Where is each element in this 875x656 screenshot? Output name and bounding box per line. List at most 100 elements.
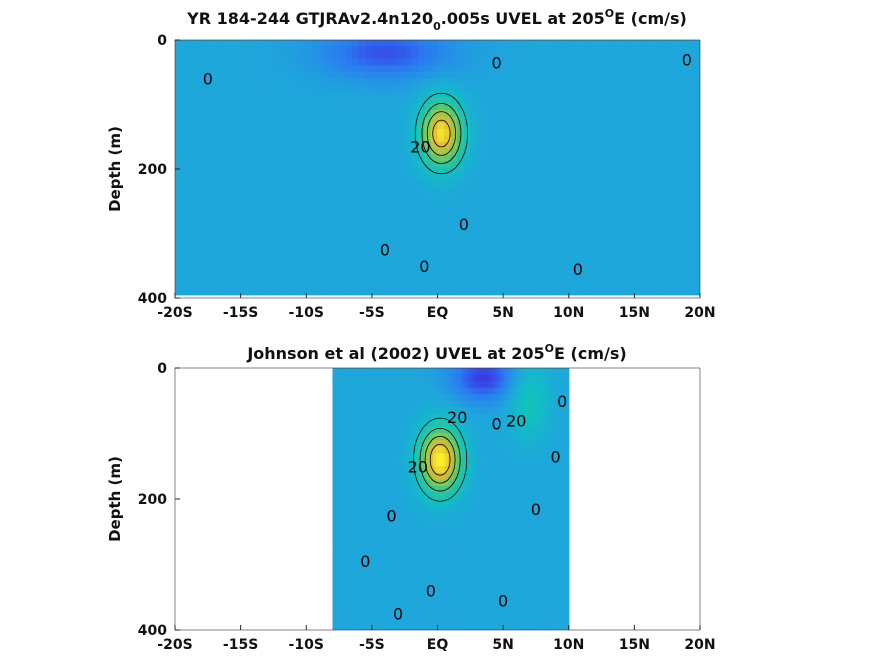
upper-heat-cell [647, 173, 655, 181]
upper-heat-cell [522, 173, 530, 181]
upper-heat-cell [201, 288, 209, 296]
upper-heat-cell [280, 180, 288, 188]
upper-heat-cell [404, 84, 412, 92]
lower-heat-cell [356, 512, 360, 520]
lower-heat-cell [447, 479, 452, 487]
lower-heat-cell [444, 564, 449, 572]
upper-heat-cell [686, 231, 695, 239]
upper-heat-cell [325, 71, 334, 79]
upper-heat-cell [503, 59, 511, 67]
lower-heat-cell [364, 584, 369, 592]
upper-heat-cell [358, 84, 366, 92]
upper-heat-cell [201, 52, 209, 60]
lower-heat-cell [447, 453, 452, 461]
upper-heat-cell [627, 269, 635, 277]
upper-heat-cell [601, 192, 609, 200]
lower-heat-cell [388, 413, 393, 421]
upper-heat-cell [450, 186, 458, 194]
upper-heat-cell [686, 59, 695, 67]
upper-heat-cell [352, 154, 360, 162]
upper-heat-cell [253, 129, 261, 137]
upper-heat-cell [299, 218, 307, 226]
upper-heat-cell [509, 141, 517, 149]
lower-heat-cell [350, 557, 354, 566]
upper-heat-cell [634, 167, 642, 175]
upper-heat-cell [555, 52, 563, 60]
upper-heat-cell [417, 78, 425, 86]
upper-heat-cell [647, 205, 655, 213]
upper-heat-cell [588, 141, 596, 149]
lower-heat-cell [406, 426, 410, 435]
upper-heat-cell [175, 141, 183, 149]
upper-heat-cell [529, 275, 537, 283]
upper-heat-cell [647, 167, 655, 175]
lower-heat-cell [397, 538, 402, 546]
upper-heat-cell [345, 122, 353, 130]
upper-heat-cell [175, 262, 183, 270]
lower-heat-cell [379, 374, 384, 382]
upper-heat-cell [470, 40, 478, 47]
lower-heat-cell [344, 459, 348, 467]
lower-heat-cell [406, 459, 410, 467]
upper-heat-cell [673, 135, 681, 143]
upper-heat-cell [227, 205, 235, 213]
upper-heat-cell [608, 243, 616, 251]
upper-heat-cell [194, 52, 202, 60]
upper-heat-cell [476, 250, 485, 258]
lower-heat-cell [456, 564, 461, 572]
lower-heat-cell [450, 407, 455, 415]
upper-heat-cell [365, 186, 373, 194]
upper-heat-cell [621, 59, 629, 67]
upper-heat-cell [535, 110, 544, 118]
lower-heat-cell [403, 453, 407, 461]
upper-heat-cell [240, 218, 248, 226]
upper-heat-cell [398, 52, 406, 60]
upper-heat-cell [227, 237, 235, 245]
lower-heat-cell [373, 440, 378, 448]
upper-heat-cell [266, 256, 275, 264]
lower-heat-cell [421, 584, 425, 592]
lower-heat-cell [385, 466, 390, 474]
upper-heat-cell [227, 90, 235, 98]
upper-heat-cell [194, 71, 202, 79]
upper-heat-cell [562, 288, 570, 296]
lower-heat-cell [459, 400, 464, 408]
lower-heat-cell [373, 381, 378, 389]
upper-heat-cell [371, 288, 380, 296]
upper-heat-cell [352, 65, 360, 73]
upper-heat-cell [437, 78, 445, 86]
upper-heat-cell [503, 199, 511, 207]
lower-heat-cell [397, 616, 402, 625]
upper-heat-cell [417, 122, 425, 130]
lower-heat-cell [444, 538, 449, 546]
lower-heat-cell [350, 400, 354, 408]
upper-heat-cell [575, 141, 583, 149]
upper-heat-cell [647, 199, 655, 207]
lower-heat-cell [356, 564, 360, 572]
upper-heat-cell [503, 180, 511, 188]
upper-heat-cell [312, 52, 320, 60]
upper-heat-cell [437, 40, 445, 47]
upper-heat-cell [247, 275, 255, 283]
upper-heat-cell [509, 218, 517, 226]
upper-heat-cell [332, 148, 340, 156]
upper-heat-cell [339, 288, 347, 296]
upper-heat-cell [503, 129, 511, 137]
lower-heat-cell [459, 446, 464, 454]
lower-heat-cell [450, 512, 455, 520]
upper-heat-cell [188, 116, 196, 124]
upper-heat-cell [220, 135, 229, 143]
upper-heat-cell [680, 148, 688, 156]
lower-heat-cell [429, 616, 434, 625]
lower-heat-cell [441, 407, 446, 415]
upper-heat-cell [365, 84, 373, 92]
upper-heat-cell [312, 90, 320, 98]
lower-heat-cell [373, 505, 378, 513]
upper-heat-cell [463, 65, 471, 73]
lower-heat-cell [456, 538, 461, 546]
upper-heat-cell [673, 52, 681, 60]
upper-heat-cell [463, 256, 471, 264]
upper-heat-cell [686, 167, 695, 175]
upper-heat-cell [673, 192, 681, 200]
upper-heat-cell [227, 148, 235, 156]
